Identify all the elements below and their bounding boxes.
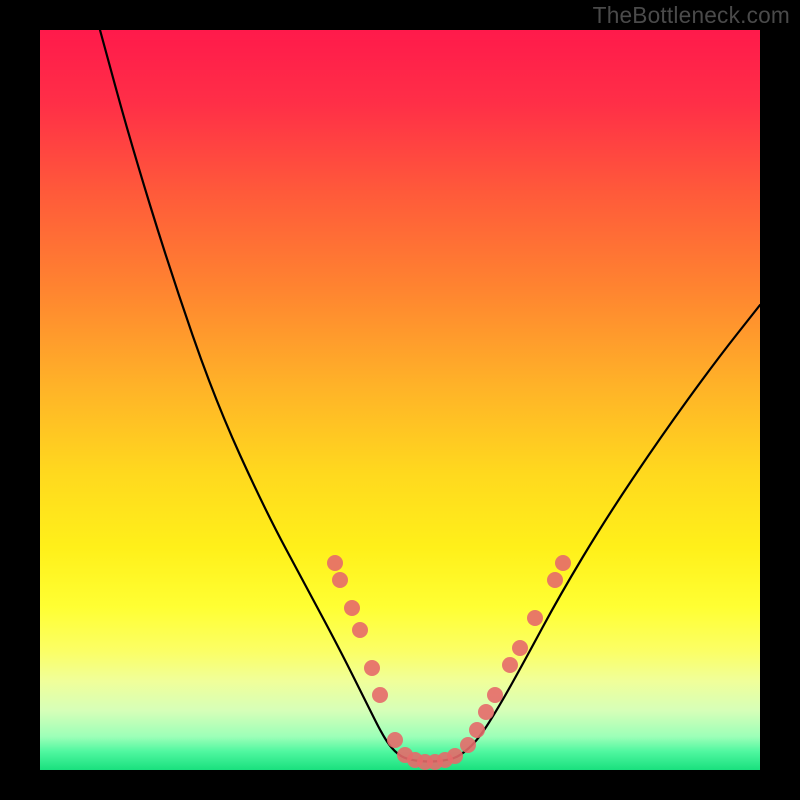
data-marker [352,622,368,638]
data-marker [469,722,485,738]
data-marker [555,555,571,571]
data-marker [527,610,543,626]
chart-stage: TheBottleneck.com [0,0,800,800]
bottleneck-chart [0,0,800,800]
data-marker [327,555,343,571]
data-marker [332,572,348,588]
data-marker [344,600,360,616]
data-marker [502,657,518,673]
plot-background [40,30,760,770]
data-marker [547,572,563,588]
data-marker [487,687,503,703]
data-marker [447,748,463,764]
data-marker [460,737,476,753]
data-marker [478,704,494,720]
data-marker [512,640,528,656]
watermark-text: TheBottleneck.com [593,2,790,29]
data-marker [372,687,388,703]
data-marker [364,660,380,676]
data-marker [387,732,403,748]
